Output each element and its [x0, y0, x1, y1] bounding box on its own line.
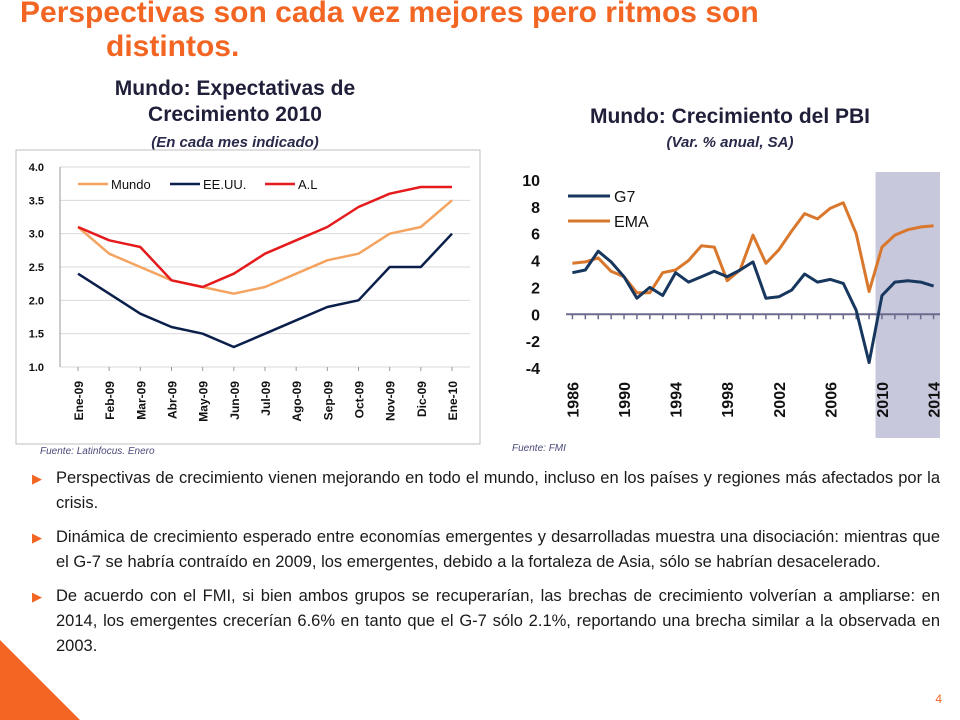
- y-tick-label: -2: [526, 334, 540, 351]
- x-tick-label: Ene-10: [446, 381, 460, 421]
- bullet-arrow-icon: ▶: [32, 530, 42, 545]
- legend-label: EMA: [614, 214, 649, 231]
- x-tick-label: Ene-09: [72, 381, 86, 421]
- y-tick-label: 0: [531, 307, 540, 324]
- x-tick-label: May-09: [197, 381, 211, 422]
- bullet-list: ▶ Perspectivas de crecimiento vienen mejo…: [28, 466, 940, 668]
- y-tick-label: 10: [522, 173, 540, 190]
- x-tick-label: Jul-09: [259, 381, 273, 416]
- slide-title-line1: Perspectivas son cada vez mejores pero r…: [20, 0, 759, 29]
- x-tick-label: Jun-09: [228, 381, 242, 420]
- left-chart-source: Fuente: Latinfocus. Enero: [40, 446, 155, 457]
- x-tick-label: 2010: [875, 382, 892, 418]
- y-tick-label: 1.0: [29, 362, 44, 374]
- y-tick-label: 1.5: [29, 329, 44, 341]
- bullet-arrow-icon: ▶: [32, 471, 42, 486]
- x-tick-label: Feb-09: [103, 381, 117, 420]
- bullet-text: Dinámica de crecimiento esperado entre e…: [56, 528, 940, 571]
- bullet-item: ▶ De acuerdo con el FMI, si bien ambos gr…: [28, 584, 940, 659]
- y-tick-label: 8: [531, 200, 540, 217]
- y-tick-label: 4: [531, 254, 540, 271]
- x-tick-label: 1994: [669, 382, 686, 418]
- bullet-arrow-icon: ▶: [32, 589, 42, 604]
- bullet-text: De acuerdo con el FMI, si bien ambos gru…: [56, 587, 940, 655]
- y-tick-label: 2.5: [29, 262, 44, 274]
- right-chart-subtitle: (Var. % anual, SA): [666, 134, 794, 151]
- x-tick-label: Ago-09: [290, 381, 304, 422]
- left-chart-subtitle: (En cada mes indicado): [151, 134, 319, 151]
- slide-title-line2: distintos.: [106, 30, 240, 63]
- x-tick-label: 1986: [565, 382, 582, 418]
- x-tick-label: Sep-09: [321, 381, 335, 421]
- y-tick-label: 4.0: [29, 162, 44, 174]
- y-tick-label: 6: [531, 227, 540, 244]
- x-tick-label: 1990: [617, 382, 634, 418]
- corner-decoration: [0, 640, 80, 720]
- left-chart-frame: [15, 149, 481, 445]
- left-chart-title: Mundo: Expectativas de Crecimiento 2010: [60, 76, 410, 128]
- series-line: [77, 232, 453, 349]
- series-line: [572, 249, 935, 365]
- forecast-shaded-region: [875, 172, 940, 438]
- x-tick-label: Mar-09: [134, 381, 148, 420]
- x-tick-label: Abr-09: [166, 381, 180, 419]
- series-line: [77, 199, 453, 295]
- slide-title: Perspectivas son cada vez mejores pero r…: [20, 0, 880, 64]
- left-chart-title-line1: Mundo: Expectativas de: [114, 77, 356, 100]
- legend-label: A.L: [298, 177, 318, 192]
- legend-label: EE.UU.: [203, 177, 246, 192]
- y-tick-label: 3.5: [29, 195, 44, 207]
- right-chart-source: Fuente: FMI: [512, 443, 566, 454]
- y-tick-label: 3.0: [29, 229, 44, 241]
- series-line: [572, 201, 934, 295]
- y-tick-label: 2.0: [29, 295, 44, 307]
- legend-label: Mundo: [111, 177, 151, 192]
- x-tick-label: 1998: [720, 382, 737, 418]
- legend-label: G7: [614, 189, 635, 206]
- y-tick-label: 2: [531, 280, 540, 297]
- x-tick-label: 2006: [823, 382, 840, 418]
- x-tick-label: Oct-09: [353, 381, 367, 419]
- y-tick-label: -4: [526, 361, 540, 378]
- series-line: [77, 185, 452, 289]
- left-chart-title-line2: Crecimiento 2010: [148, 103, 322, 126]
- x-tick-label: 2014: [927, 382, 944, 418]
- x-tick-label: Nov-09: [384, 381, 398, 421]
- page-number: 4: [935, 692, 942, 706]
- x-tick-label: Dic-09: [415, 381, 429, 417]
- bullet-item: ▶ Perspectivas de crecimiento vienen mejo…: [28, 466, 940, 516]
- right-chart-title: Mundo: Crecimiento del PBI: [589, 105, 870, 128]
- bullet-item: ▶ Dinámica de crecimiento esperado entre …: [28, 525, 940, 575]
- bullet-text: Perspectivas de crecimiento vienen mejor…: [56, 469, 940, 512]
- x-tick-label: 2002: [772, 382, 789, 418]
